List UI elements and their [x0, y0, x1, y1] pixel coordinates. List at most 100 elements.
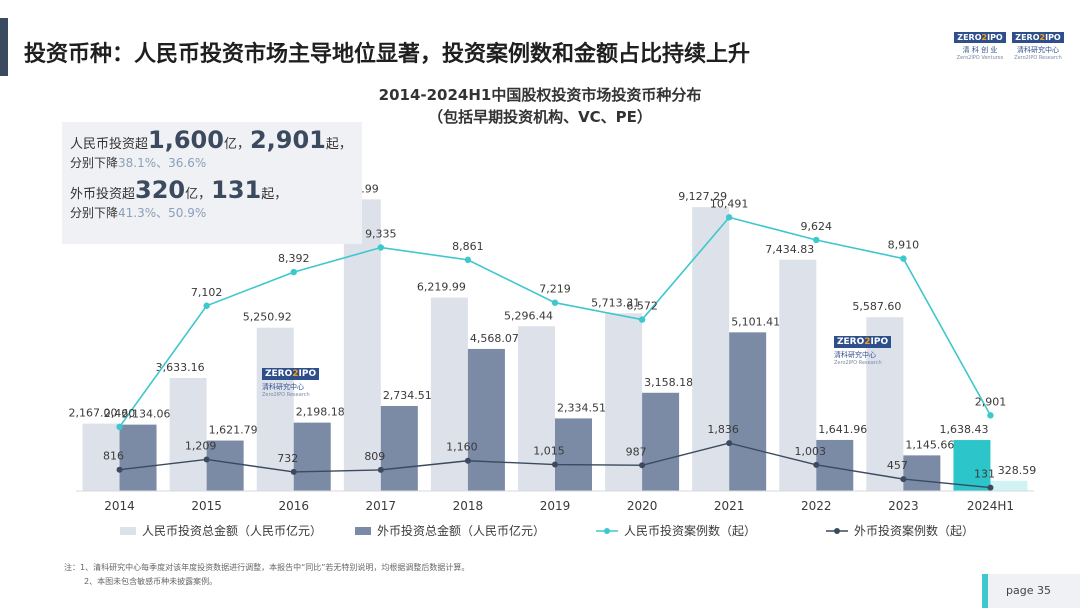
legend-label: 人民币投资案例数（起） [624, 523, 756, 538]
fx-count-point [900, 476, 907, 483]
logo-mark: ZERO2IPO [954, 32, 1006, 43]
logo-mark: ZERO2IPO [1012, 32, 1064, 43]
fx-count-point [552, 461, 558, 468]
rmb-amount-bar [169, 378, 207, 491]
fx-amount-label: 3,158.18 [644, 376, 693, 389]
fx-count-label: 1,209 [185, 439, 217, 452]
legend-marker [604, 528, 610, 534]
fx-amount-bar [555, 418, 592, 491]
rmb-count-point [813, 236, 820, 244]
callout-fx-prefix: 外币投资超 [70, 187, 136, 202]
zero2ipo-research-logo: ZERO2IPO 清科研究中心 Zero2IPO Research [1012, 32, 1064, 64]
watermark-mark-a: ZERO [265, 369, 293, 379]
fx-amount-label: 4,568.07 [470, 332, 519, 345]
watermark-cn: 清科研究中心 [834, 351, 876, 359]
fx-count-point [813, 461, 820, 468]
x-tick-label: 2017 [366, 499, 397, 513]
page-number: page 35 [1006, 584, 1051, 597]
rmb-count-label: 10,491 [710, 197, 749, 210]
fx-count-point [290, 468, 297, 475]
callout-rmb-unit: 亿， [223, 137, 250, 152]
rmb-amount-bar [779, 259, 817, 491]
chart-title: 2014-2024H1中国股权投资市场投资币种分布 [378, 86, 702, 104]
logo-mark-b: IPO [987, 33, 1003, 42]
watermark-logo: ZERO2IPO 清科研究中心 Zero2IPO Research [834, 336, 892, 366]
callout-fx-line: 外币投资超320亿，131起， [70, 176, 287, 204]
fx-amount-label: 5,101.41 [731, 315, 780, 328]
fx-amount-label: 1,641.96 [818, 423, 867, 436]
callout-rmb-amount: 1,600 [148, 126, 224, 154]
fx-count-point [639, 462, 646, 469]
fx-count-label: 457 [887, 459, 908, 472]
rmb-amount-bar [256, 327, 294, 491]
rmb-count-point [638, 316, 646, 323]
fx-amount-label: 1,621.79 [209, 424, 258, 437]
callout-fx-suffix: 起， [261, 187, 288, 202]
legend-swatch [120, 527, 136, 535]
footnote-2: 2、本图未包含敏感币种未披露案例。 [84, 577, 218, 586]
logo-en: Zero2IPO Ventures [956, 55, 1004, 61]
rmb-count-label: 9,335 [365, 228, 397, 241]
fx-amount-bar [467, 348, 505, 491]
rmb-count-label: 6,572 [626, 300, 658, 313]
fx-count-label: 987 [626, 445, 647, 458]
title-accent-bar [0, 18, 8, 76]
legend-marker [834, 528, 840, 534]
rmb-count-point [464, 256, 472, 264]
watermark-mark-b: IPO [870, 337, 889, 347]
watermark-mark-a: ZERO [837, 337, 865, 347]
x-tick-label: 2024H1 [967, 499, 1014, 513]
rmb-count-point [290, 268, 297, 276]
watermark-cn: 清科研究中心 [262, 383, 304, 391]
fx-count-label: 809 [364, 450, 385, 463]
fx-count-point [377, 466, 384, 473]
logo-cn: 清科研究中心 [1017, 46, 1059, 54]
fx-amount-bar [990, 480, 1028, 491]
fx-count-point [203, 456, 210, 463]
watermark-mark-b: IPO [298, 369, 317, 379]
x-tick-label: 2014 [104, 499, 135, 513]
rmb-count-label: 2,901 [975, 395, 1007, 408]
watermark-mark: ZERO2IPO [262, 368, 320, 380]
watermark-logo: ZERO2IPO 清科研究中心 Zero2IPO Research [262, 368, 320, 398]
legend-label: 外币投资总金额（人民币亿元） [377, 523, 545, 538]
fx-amount-label: 2,134.06 [122, 408, 171, 421]
rmb-amount-label: 5,250.92 [243, 311, 292, 324]
rmb-count-label: 2,460 [104, 407, 136, 420]
rmb-count-label: 9,624 [801, 220, 833, 233]
callout-rmb-count: 2,901 [249, 126, 326, 154]
legend-label: 外币投资案例数（起） [854, 523, 974, 538]
rmb-count-point [900, 255, 907, 262]
fx-count-point [726, 440, 733, 447]
x-tick-label: 2016 [278, 499, 309, 513]
fx-amount-bar [642, 392, 680, 491]
x-tick-label: 2022 [801, 499, 832, 513]
fx-count-point [987, 484, 994, 491]
fx-amount-bar [119, 424, 157, 491]
x-tick-label: 2021 [714, 499, 745, 513]
fx-count-label: 1,836 [707, 423, 739, 436]
rmb-count-label: 7,102 [191, 286, 223, 299]
fx-count-label: 1,160 [446, 441, 478, 454]
fx-amount-bar [293, 422, 331, 491]
fx-count-label: 131 [974, 468, 995, 481]
rmb-amount-bar [518, 326, 555, 491]
callout-rmb-suffix: 起， [325, 137, 352, 152]
callout-rmb-decline-prefix: 分别下降 [70, 156, 119, 170]
fx-amount-bar [206, 440, 244, 491]
rmb-amount-label: 6,219.99 [417, 281, 466, 294]
rmb-count-point [551, 299, 559, 306]
rmb-count-point [725, 214, 733, 221]
rmb-amount-bar [343, 199, 381, 491]
fx-amount-label: 2,734.51 [383, 389, 432, 402]
rmb-count-point [987, 412, 994, 419]
fx-amount-label: 1,145.66 [905, 438, 954, 451]
callout-fx-decline-prefix: 分别下降 [70, 206, 119, 220]
fx-amount-label: 328.59 [998, 464, 1037, 477]
callout-fx-count: 131 [211, 176, 262, 204]
rmb-count-point [116, 423, 123, 431]
rmb-count-point [377, 244, 385, 251]
rmb-amount-label: 5,713.31 [591, 296, 640, 309]
logo-en: Zero2IPO Research [1014, 55, 1062, 61]
